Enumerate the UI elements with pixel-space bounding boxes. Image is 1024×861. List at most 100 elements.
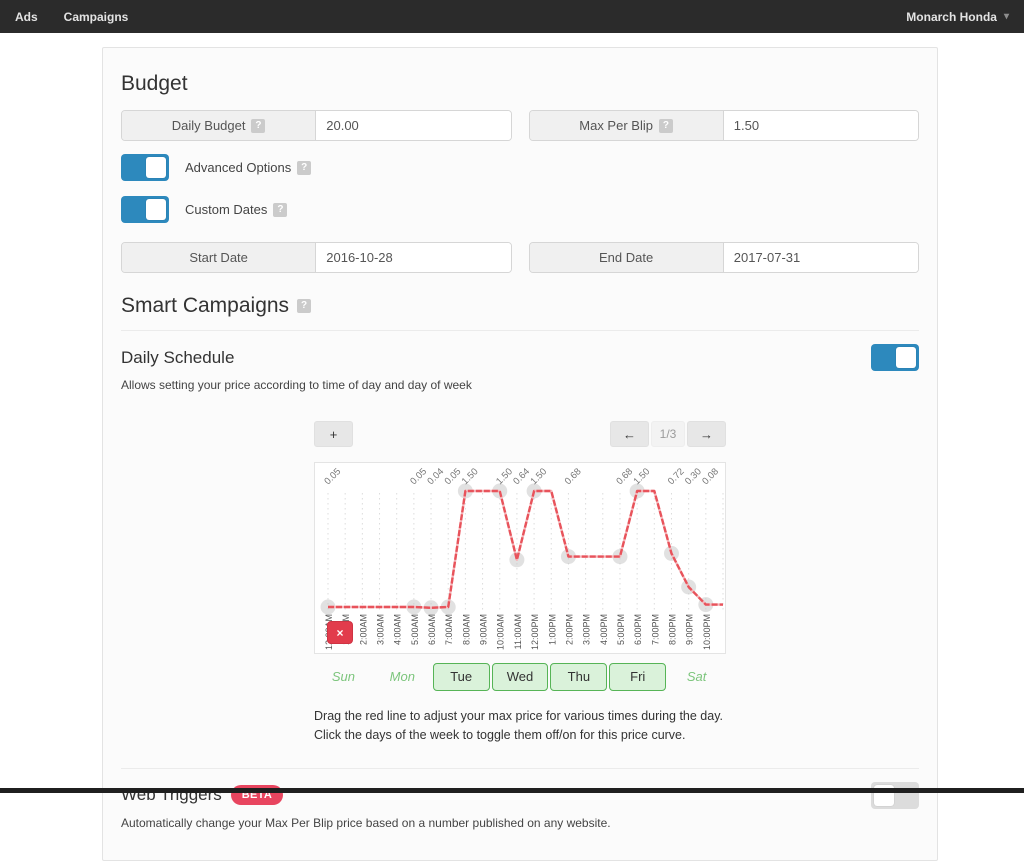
day-slot: Tue xyxy=(432,662,491,691)
next-page-button[interactable]: → xyxy=(687,421,726,447)
svg-text:4:00AM: 4:00AM xyxy=(393,614,403,645)
arrow-right-icon: → xyxy=(700,426,713,442)
arrow-left-icon: ← xyxy=(623,426,636,442)
day-toggle-sun[interactable]: Sun xyxy=(331,669,355,684)
help-icon[interactable]: ? xyxy=(297,299,312,313)
help-icon[interactable]: ? xyxy=(251,118,266,133)
daily-schedule-chart-svg-wrap: 0.05 0.05 0.04 0.05 1.50 1.50 0.64 1.50 0.68 0.68… xyxy=(315,463,725,658)
day-slot: Thu xyxy=(549,662,608,691)
svg-text:0.05: 0.05 xyxy=(443,466,464,487)
svg-text:6:00PM: 6:00PM xyxy=(633,614,643,645)
start-date-label-text: Start Date xyxy=(189,250,248,265)
web-triggers-toggle[interactable] xyxy=(871,781,919,809)
svg-text:0.04: 0.04 xyxy=(425,466,446,487)
svg-text:9:00PM: 9:00PM xyxy=(685,614,695,645)
svg-text:9:00AM: 9:00AM xyxy=(479,614,489,645)
plus-icon: + xyxy=(329,426,338,442)
svg-text:5:00AM: 5:00AM xyxy=(410,614,420,645)
svg-text:0.72: 0.72 xyxy=(666,466,687,487)
bottom-edge-strip xyxy=(0,788,1024,793)
custom-dates-row: Custom Dates ? xyxy=(121,196,919,223)
custom-dates-fields-row: Start Date End Date xyxy=(121,242,919,273)
svg-text:0.68: 0.68 xyxy=(614,466,635,487)
svg-text:2:00AM: 2:00AM xyxy=(358,614,368,645)
day-toggle-sat[interactable]: Sat xyxy=(686,669,707,684)
day-slot: Mon xyxy=(373,662,432,691)
start-date-group: Start Date xyxy=(121,242,512,273)
svg-text:7:00PM: 7:00PM xyxy=(650,614,660,645)
account-menu[interactable]: Monarch Honda ▾ xyxy=(906,10,1009,24)
prev-page-button[interactable]: ← xyxy=(610,421,649,447)
day-toggle-tue[interactable]: Tue xyxy=(432,662,490,691)
daily-schedule-header: Daily Schedule xyxy=(121,344,919,371)
delete-curve-button[interactable]: × xyxy=(327,621,353,644)
daily-budget-label-text: Daily Budget xyxy=(171,118,246,133)
svg-text:0.64: 0.64 xyxy=(511,466,532,487)
help-icon[interactable]: ? xyxy=(297,160,312,175)
svg-text:6:00AM: 6:00AM xyxy=(427,614,437,645)
start-date-input[interactable] xyxy=(316,243,511,272)
day-toggle-wed[interactable]: Wed xyxy=(491,662,549,691)
chart-help-text: Drag the red line to adjust your max pri… xyxy=(314,709,723,743)
advanced-options-label: Advanced Options ? xyxy=(185,160,312,175)
smart-campaigns-title-text: Smart Campaigns xyxy=(121,294,290,317)
chart-toolbar: + ← 1/3 → xyxy=(314,421,726,447)
svg-text:0.05: 0.05 xyxy=(408,466,429,487)
toggle-knob xyxy=(146,157,166,178)
day-toggle-fri[interactable]: Fri xyxy=(609,662,667,691)
svg-text:7:00AM: 7:00AM xyxy=(444,614,454,645)
daily-schedule-toggle[interactable] xyxy=(871,344,919,371)
day-slot: Wed xyxy=(491,662,550,691)
end-date-input[interactable] xyxy=(723,243,918,272)
daily-schedule-description: Allows setting your price according to t… xyxy=(121,378,472,392)
end-date-label: End Date xyxy=(529,243,724,272)
max-per-blip-input[interactable] xyxy=(723,111,918,140)
web-triggers-header: Web Triggers BETA xyxy=(121,781,919,809)
day-slot: Sat xyxy=(667,662,726,691)
custom-dates-label-text: Custom Dates xyxy=(185,202,268,217)
daily-budget-group: Daily Budget ? xyxy=(121,110,512,141)
end-date-group: End Date xyxy=(528,242,919,273)
nav-item-campaigns[interactable]: Campaigns xyxy=(63,9,129,24)
day-toggle-thu[interactable]: Thu xyxy=(550,662,608,691)
close-icon: × xyxy=(336,625,344,640)
daily-schedule-chart[interactable]: 0.05 0.05 0.04 0.05 1.50 1.50 0.64 1.50 0.68 0.68… xyxy=(314,462,726,654)
max-per-blip-label-text: Max Per Blip xyxy=(579,118,653,133)
day-slot: Fri xyxy=(608,662,667,691)
max-per-blip-group: Max Per Blip ? xyxy=(528,110,919,141)
svg-text:2:00PM: 2:00PM xyxy=(564,614,574,645)
section-divider xyxy=(121,330,919,331)
day-toggle-row: Sun Mon Tue Wed Thu Fri Sat xyxy=(314,662,726,691)
add-curve-button[interactable]: + xyxy=(314,421,353,447)
advanced-options-toggle[interactable] xyxy=(121,154,169,181)
help-icon[interactable]: ? xyxy=(658,118,673,133)
svg-text:5:00PM: 5:00PM xyxy=(616,614,626,645)
budget-section-title: Budget xyxy=(121,72,919,96)
navbar-left: Ads Campaigns xyxy=(15,10,154,24)
advanced-options-label-text: Advanced Options xyxy=(185,160,292,175)
daily-budget-label: Daily Budget ? xyxy=(122,111,317,140)
svg-text:8:00PM: 8:00PM xyxy=(667,614,677,645)
end-date-label-text: End Date xyxy=(599,250,654,265)
toggle-knob xyxy=(896,347,916,368)
help-icon[interactable]: ? xyxy=(273,202,288,217)
nav-item-ads[interactable]: Ads xyxy=(15,9,38,24)
web-triggers-description: Automatically change your Max Per Blip p… xyxy=(121,815,611,830)
budget-fields-row: Daily Budget ? Max Per Blip ? xyxy=(121,110,919,141)
svg-text:4:00PM: 4:00PM xyxy=(599,614,609,645)
svg-text:3:00AM: 3:00AM xyxy=(376,614,386,645)
daily-budget-input[interactable] xyxy=(316,111,511,140)
custom-dates-label: Custom Dates ? xyxy=(185,202,288,217)
chevron-down-icon: ▾ xyxy=(1003,11,1009,22)
svg-text:0.30: 0.30 xyxy=(683,466,704,487)
svg-text:0.68: 0.68 xyxy=(563,466,584,487)
price-curve-svg[interactable]: 0.05 0.050.040.051.50 1.500.641.50 0.68 0.68… xyxy=(315,463,725,653)
svg-text:12:00PM: 12:00PM xyxy=(530,614,540,650)
day-toggle-mon[interactable]: Mon xyxy=(389,669,415,684)
custom-dates-toggle[interactable] xyxy=(121,196,169,223)
advanced-options-row: Advanced Options ? xyxy=(121,154,919,181)
account-name: Monarch Honda xyxy=(906,9,997,24)
daily-schedule-widget: + ← 1/3 → 0.05 0.05 0.04 0.05 1.50 1.50 0.64 1.… xyxy=(314,421,726,746)
start-date-label: Start Date xyxy=(122,243,317,272)
svg-text:8:00AM: 8:00AM xyxy=(461,614,471,645)
